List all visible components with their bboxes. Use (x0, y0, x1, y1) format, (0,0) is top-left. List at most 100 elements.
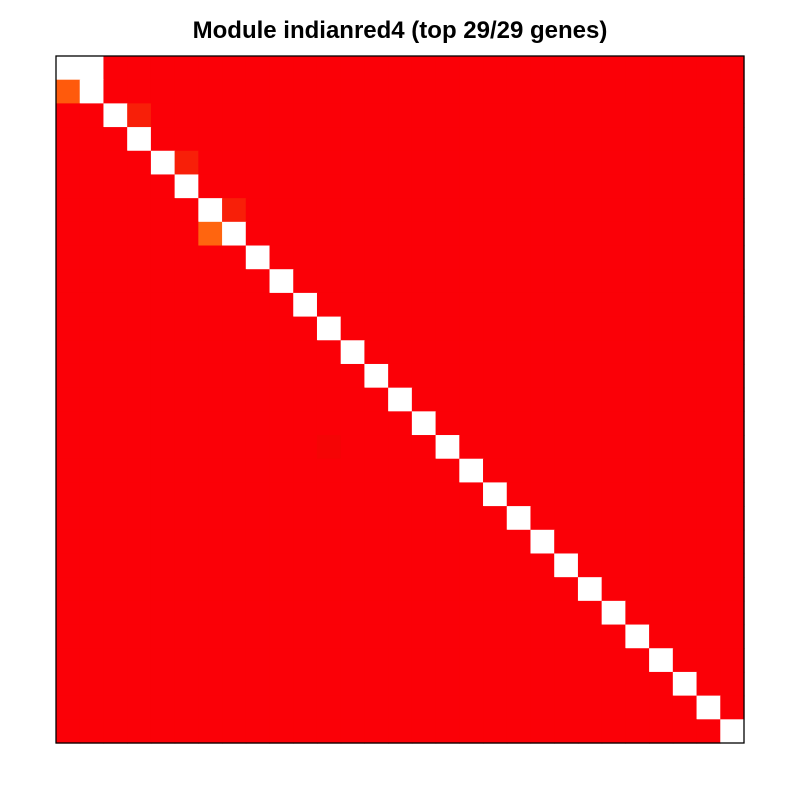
heatmap-cell-r10-c18 (483, 292, 508, 318)
heatmap-cell-r28-c17 (459, 719, 484, 744)
heatmap-cell-r9-c8 (245, 269, 271, 294)
heatmap-cell-r14-c21 (554, 387, 579, 412)
heatmap-cell-r2-c13 (364, 103, 389, 128)
heatmap-cell-r22-c9 (269, 577, 294, 602)
heatmap-cell-r5-c15 (411, 174, 437, 199)
heatmap-cell-r10-c13 (364, 292, 389, 318)
heatmap-cell-r4-c18 (483, 150, 508, 176)
heatmap-cell-r0-c5 (174, 56, 199, 81)
heatmap-cell-r12-c9 (269, 340, 294, 365)
heatmap-cell-r27-c11 (316, 695, 342, 720)
heatmap-cell-r21-c9 (269, 553, 294, 578)
heatmap-cell-r23-c24 (625, 600, 650, 626)
heatmap-cell-r20-c11 (316, 529, 342, 555)
heatmap-cell-r5-c20 (530, 174, 555, 199)
heatmap-cell-r7-c16 (435, 221, 460, 247)
heatmap-cell-r19-c18 (483, 506, 508, 531)
heatmap-cell-r6-c26 (672, 198, 698, 223)
heatmap-cell-r24-c14 (388, 624, 413, 649)
heatmap-cell-r19-c26 (672, 506, 698, 531)
heatmap-cell-r22-c10 (293, 577, 318, 602)
heatmap-cell-r6-c18 (483, 198, 508, 223)
heatmap-cell-r27-c3 (127, 695, 152, 720)
heatmap-cell-r6-c27 (696, 198, 721, 223)
heatmap-cell-r15-c14 (388, 411, 413, 436)
heatmap-cell-r3-c10 (293, 127, 318, 152)
heatmap-cell-r19-c12 (340, 506, 366, 531)
heatmap-cell-r3-c21 (554, 127, 579, 152)
heatmap-cell-r12-c6 (198, 340, 223, 365)
heatmap-cell-r20-c25 (649, 529, 674, 555)
heatmap-cell-r22-c11 (316, 577, 342, 602)
heatmap-cell-r8-c22 (577, 245, 603, 270)
heatmap-cell-r3-c3 (127, 127, 152, 152)
heatmap-cell-r27-c26 (672, 695, 698, 720)
heatmap-cell-r10-c12 (340, 292, 366, 318)
heatmap-cell-r21-c11 (316, 553, 342, 578)
heatmap-cell-r27-c21 (554, 695, 579, 720)
heatmap-cell-r0-c24 (625, 56, 650, 81)
heatmap-cell-r22-c6 (198, 577, 223, 602)
heatmap-cell-r8-c2 (103, 245, 128, 270)
heatmap-cell-r2-c16 (435, 103, 460, 128)
heatmap-cell-r17-c3 (127, 458, 152, 484)
heatmap-cell-r27-c1 (79, 695, 105, 720)
heatmap-cell-r0-c27 (696, 56, 721, 81)
heatmap-cell-r24-c16 (435, 624, 460, 649)
heatmap-cell-r22-c28 (720, 577, 745, 602)
heatmap-cell-r22-c14 (388, 577, 413, 602)
heatmap-cell-r23-c5 (174, 600, 199, 626)
heatmap-cell-r22-c12 (340, 577, 366, 602)
heatmap-cell-r23-c16 (435, 600, 460, 626)
heatmap-cell-r6-c6 (198, 198, 223, 223)
heatmap-cell-r6-c8 (245, 198, 271, 223)
heatmap-cell-r7-c15 (411, 221, 437, 247)
heatmap-cell-r8-c16 (435, 245, 460, 270)
heatmap-cell-r8-c23 (601, 245, 626, 270)
heatmap-cell-r24-c5 (174, 624, 199, 649)
heatmap-cell-r1-c26 (672, 79, 698, 104)
heatmap-cell-r11-c10 (293, 316, 318, 341)
heatmap-cell-r10-c1 (79, 292, 105, 318)
heatmap-cell-r16-c27 (696, 435, 721, 460)
heatmap-cell-r26-c20 (530, 671, 555, 697)
heatmap-cell-r0-c20 (530, 56, 555, 81)
heatmap-cell-r6-c0 (56, 198, 81, 223)
heatmap-cell-r28-c21 (554, 719, 579, 744)
heatmap-cell-r8-c28 (720, 245, 745, 270)
heatmap-cell-r27-c9 (269, 695, 294, 720)
heatmap-cell-r20-c27 (696, 529, 721, 555)
heatmap-cell-r1-c22 (577, 79, 603, 104)
heatmap-cell-r15-c13 (364, 411, 389, 436)
heatmap-cell-r15-c24 (625, 411, 650, 436)
heatmap-cell-r8-c14 (388, 245, 413, 270)
heatmap-cell-r18-c3 (127, 482, 152, 507)
heatmap-cell-r12-c28 (720, 340, 745, 365)
heatmap-cell-r23-c1 (79, 600, 105, 626)
heatmap-cell-r1-c0 (56, 79, 81, 104)
heatmap-cell-r3-c2 (103, 127, 128, 152)
heatmap-cell-r13-c6 (198, 363, 223, 389)
heatmap-cell-r11-c6 (198, 316, 223, 341)
heatmap-cell-r19-c11 (316, 506, 342, 531)
heatmap-cell-r10-c10 (293, 292, 318, 318)
heatmap-cell-r26-c23 (601, 671, 626, 697)
heatmap-cell-r17-c21 (554, 458, 579, 484)
heatmap-cell-r23-c18 (483, 600, 508, 626)
heatmap-cell-r23-c23 (601, 600, 626, 626)
heatmap-cell-r11-c7 (222, 316, 247, 341)
heatmap-cell-r9-c15 (411, 269, 437, 294)
heatmap-cell-r13-c2 (103, 363, 128, 389)
heatmap-cell-r21-c23 (601, 553, 626, 578)
heatmap-cell-r8-c20 (530, 245, 555, 270)
heatmap-cell-r1-c27 (696, 79, 721, 104)
heatmap-cell-r19-c25 (649, 506, 674, 531)
heatmap-cell-r18-c6 (198, 482, 223, 507)
heatmap-cell-r16-c23 (601, 435, 626, 460)
heatmap-cell-r6-c15 (411, 198, 437, 223)
heatmap-cell-r1-c8 (245, 79, 271, 104)
heatmap-cell-r18-c14 (388, 482, 413, 507)
heatmap-cell-r0-c15 (411, 56, 437, 81)
heatmap-cell-r3-c18 (483, 127, 508, 152)
heatmap-cell-r10-c17 (459, 292, 484, 318)
